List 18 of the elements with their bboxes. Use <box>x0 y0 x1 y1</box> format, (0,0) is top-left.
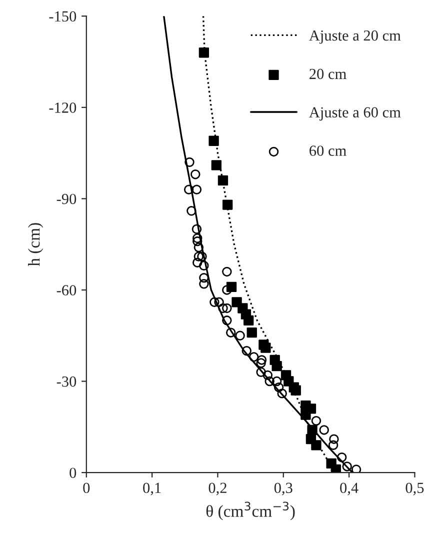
legend-label: 60 cm <box>310 146 346 156</box>
x-tick-label: 0,5 <box>406 482 424 496</box>
x-tick-label: 0,2 <box>208 482 226 496</box>
x-tick-label: 0,4 <box>340 482 358 496</box>
y-tick-label: -90 <box>56 194 76 204</box>
x-tick-label: 0 <box>83 482 90 494</box>
legend-label: Ajuste a 20 cm <box>309 30 401 44</box>
y-tick-label: -150 <box>49 11 76 22</box>
y-tick-label: -30 <box>56 376 76 387</box>
y-tick-label: 0 <box>70 468 76 478</box>
x-tick-label: 0,3 <box>274 482 292 496</box>
y-axis-title: h (cm) <box>28 223 44 266</box>
legend-label: 20 cm <box>310 68 346 80</box>
x-tick-label: 0,1 <box>143 482 161 496</box>
legend-label: Ajuste a 60 cm <box>309 107 401 121</box>
x-axis-title: θ (cm$^{3}$cm$^{−3}$) <box>206 502 295 520</box>
y-tick-label: -120 <box>49 102 76 113</box>
y-tick-label: -60 <box>56 285 76 296</box>
